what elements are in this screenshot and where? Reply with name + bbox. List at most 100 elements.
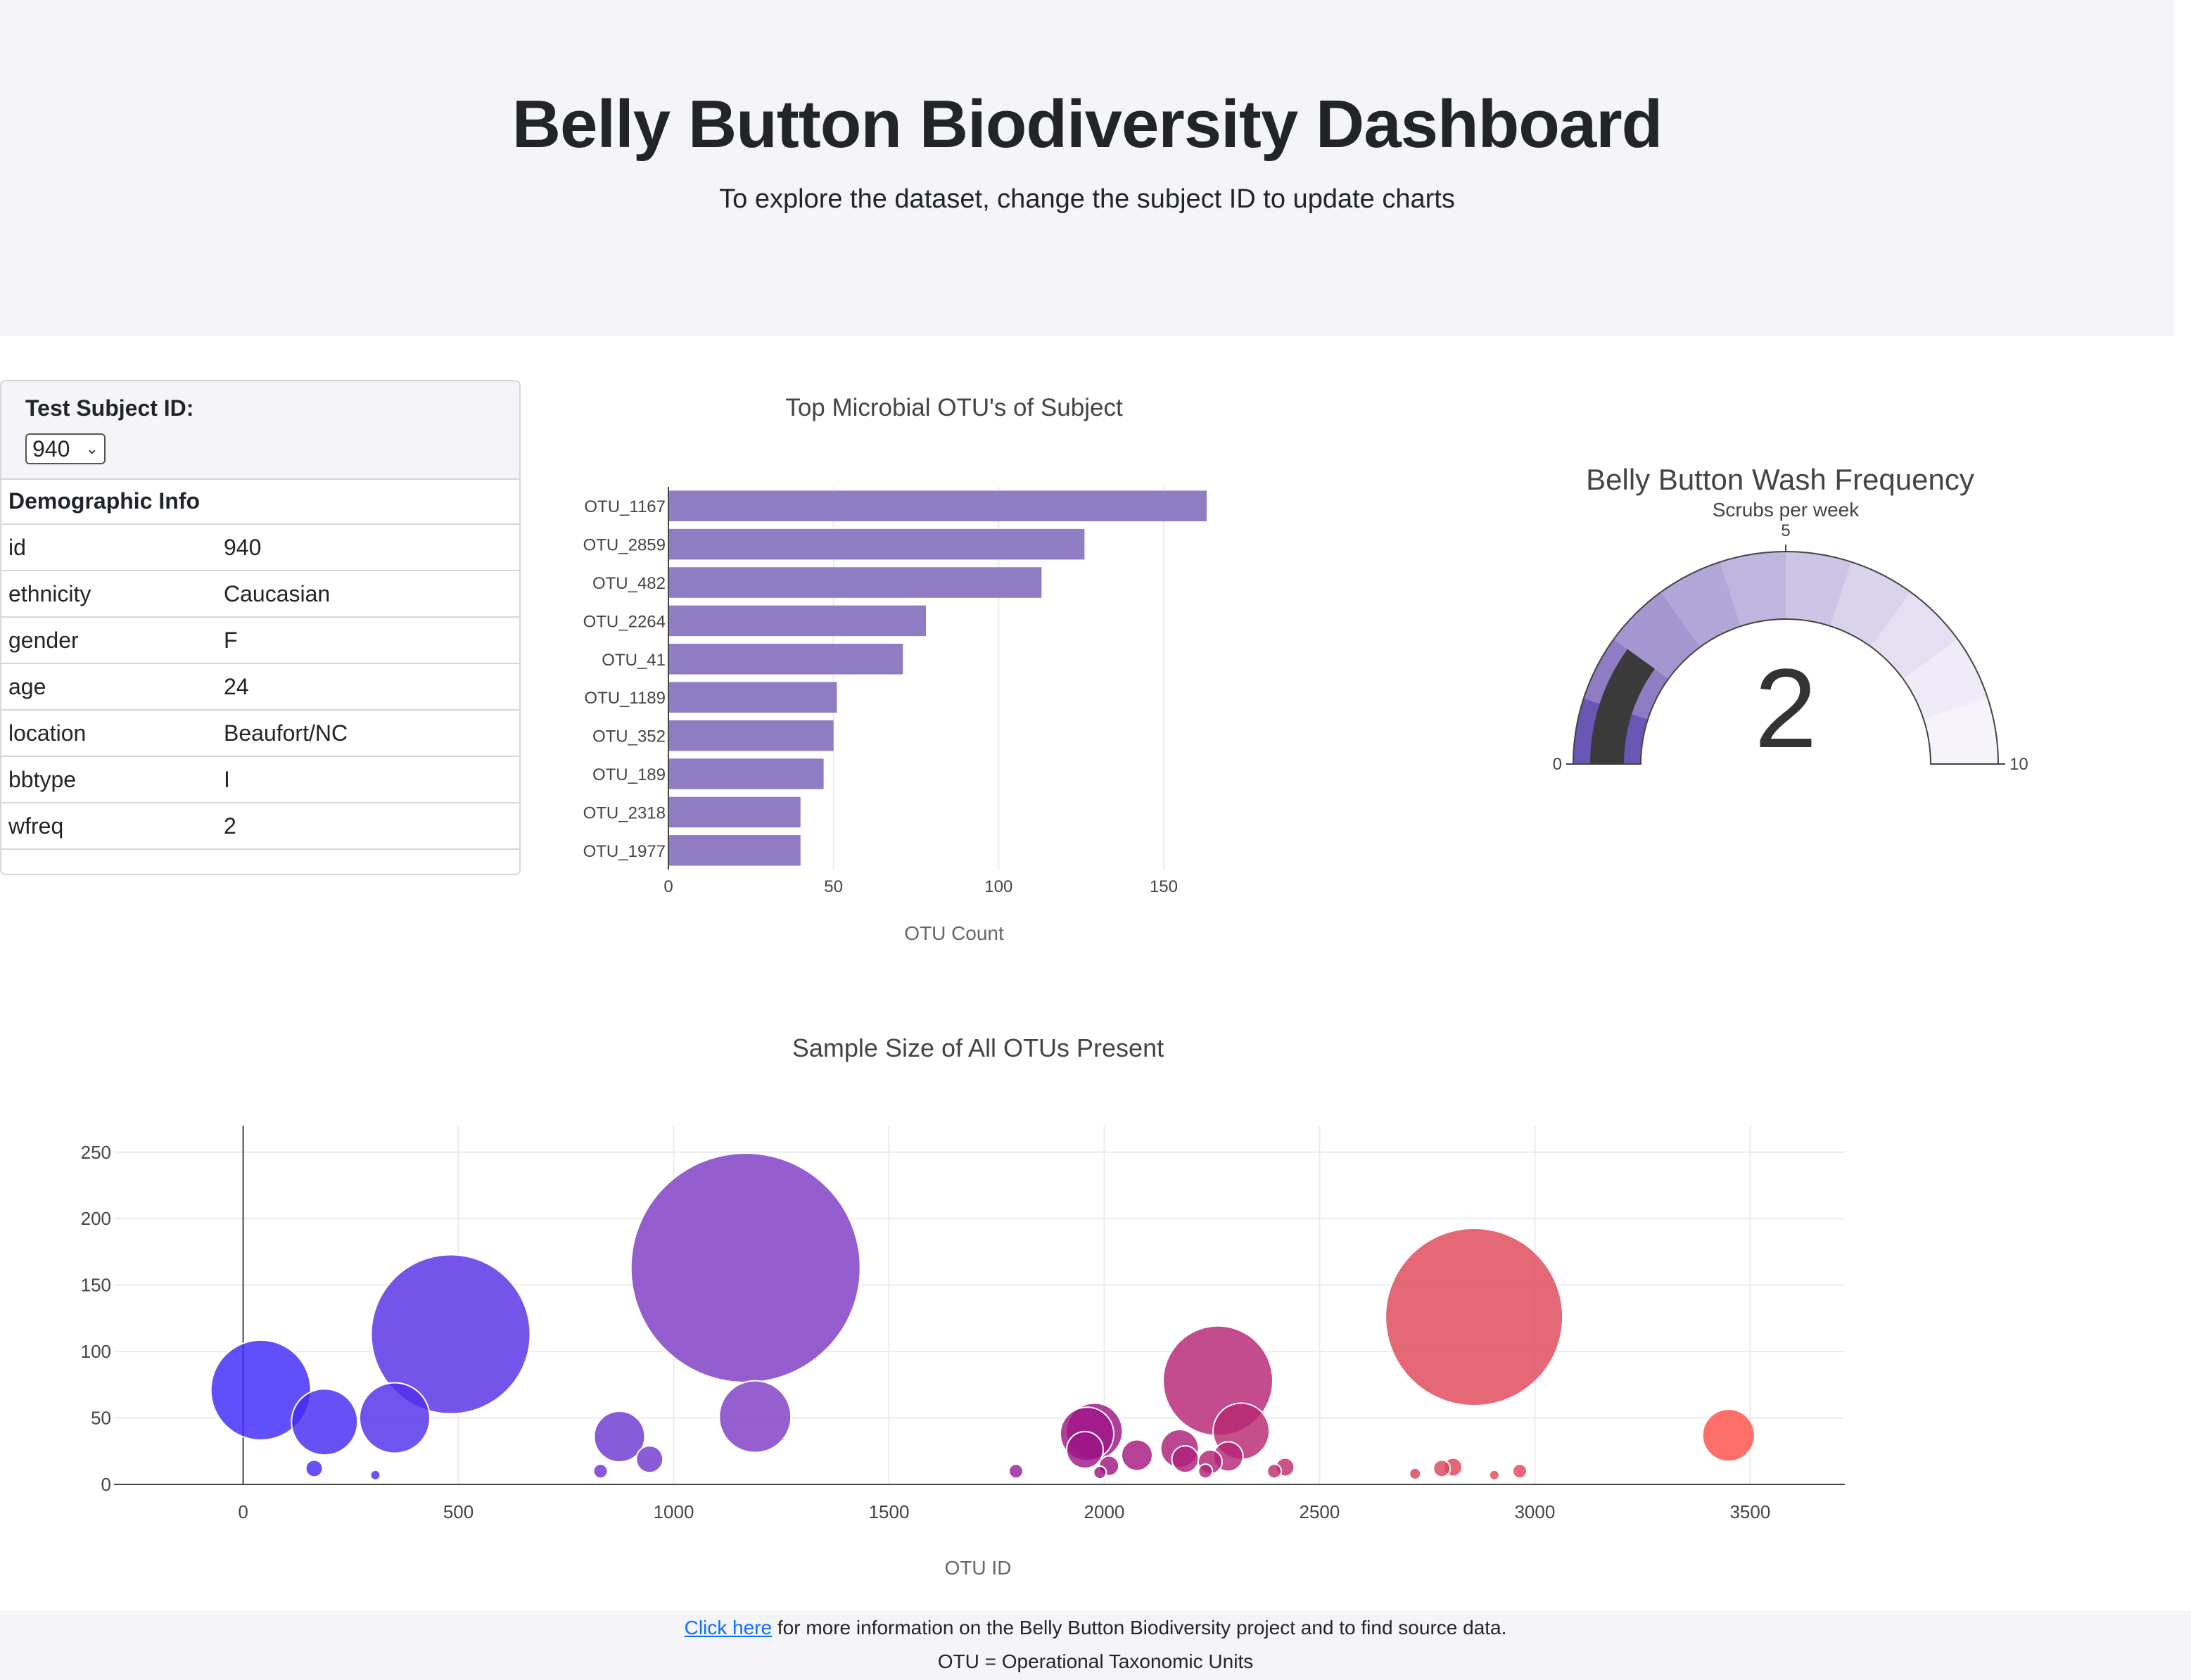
gauge-step-3 [1660,561,1741,647]
bubble-x-axis-label: OTU ID [945,1557,1012,1579]
bubble-otu-2395[interactable] [1266,1463,1283,1479]
bubble-otu-944[interactable] [635,1445,664,1474]
bar-chart-title: Top Microbial OTU's of Subject [785,394,1123,421]
bubble-otu-3450[interactable] [1701,1408,1755,1463]
demographic-row-bbtype: bbtype I [1,756,519,803]
bubble-otu-2076[interactable] [1120,1439,1153,1472]
bar-x-axis-label: OTU Count [904,922,1004,944]
bubble-y-tick-label: 100 [81,1341,111,1362]
demographic-key: gender [8,628,79,653]
subject-id-selected-value: 940 [32,436,70,462]
bubble-y-tick-label: 200 [81,1208,111,1229]
demographic-row-id: id 940 [1,523,519,571]
bar-category-label: OTU_1977 [583,842,666,861]
bar-x-tick-label: 50 [824,877,843,896]
bubble-y-tick-label: 0 [101,1474,111,1495]
bar-otu-1189[interactable] [668,682,837,713]
gauge-step-8 [1903,639,1988,720]
gauge-outline [1572,551,2000,765]
bar-otu-1167[interactable] [668,490,1207,521]
bar-x-tick-label: 0 [663,877,673,896]
bar-category-label: OTU_189 [592,765,666,784]
bar-otu-482[interactable] [668,567,1042,598]
wash-frequency-gauge: 0 5 10 2 Belly Button Wash Frequency Scrubs p… [1553,463,2028,774]
bubble-otu-1990[interactable] [1093,1465,1107,1479]
bar-otu-41[interactable] [668,644,903,675]
bar-otu-189[interactable] [668,758,824,789]
bubble-x-tick-label: 0 [238,1501,248,1522]
bubble-otu-2784[interactable] [1433,1459,1452,1478]
bubble-x-tick-label: 3500 [1729,1501,1770,1522]
bubble-otu-2859[interactable] [1385,1228,1564,1406]
demographic-value: Beaufort/NC [224,720,348,746]
demographic-key: wfreq [8,813,64,839]
bar-otu-2318[interactable] [668,796,801,828]
bar-otu-2859[interactable] [668,528,1085,560]
bar-category-label: OTU_41 [602,651,666,670]
bubble-otu-1189[interactable] [718,1380,792,1453]
page-subtitle: To explore the dataset, change the subje… [719,184,1455,214]
demographic-value: Caucasian [224,581,331,606]
chevron-down-icon: ⌄ [85,440,99,457]
bubble-otu-189[interactable] [291,1388,359,1456]
demographic-row-wfreq: wfreq 2 [1,802,519,850]
demographic-row-age: age 24 [1,663,519,711]
otu-bubble-chart: 0 500 1000 1500 2000 2500 3000 3500 0 50 100 150 200… [81,1033,1845,1579]
bubble-otu-1795[interactable] [1008,1463,1024,1479]
subject-select-label: Test Subject ID: [25,395,194,421]
demographic-value: 24 [224,674,249,699]
footer-info-text: for more information on the Belly Button… [772,1617,1507,1638]
bubble-otu-352[interactable] [358,1382,431,1454]
demographic-key: ethnicity [8,581,91,606]
bubble-y-tick-label: 50 [91,1408,111,1429]
page-footer: Click here for more information on the B… [0,1611,2191,1680]
gauge-step-5 [1786,552,1852,627]
demographic-key: location [8,720,87,746]
bubble-y-tick-label: 250 [81,1142,111,1163]
bubble-otu-2235[interactable] [1198,1463,1214,1479]
demographic-value: I [224,767,230,792]
bubble-otu-874[interactable] [593,1411,646,1463]
bubble-x-tick-label: 3000 [1514,1501,1555,1522]
bubble-otu-1955[interactable] [1065,1430,1104,1469]
bubble-otu-830[interactable] [592,1463,609,1479]
bubble-otu-1167[interactable] [630,1152,861,1384]
bubble-otu-41[interactable] [210,1339,312,1441]
gauge-step-4 [1720,552,1786,627]
top-otu-bar-chart: 0 50 100 150 OTU_1167 OTU_2859 OTU_482 OTU_2264… [583,394,1207,944]
bar-otu-1977[interactable] [668,835,801,866]
demographic-value: 2 [224,813,236,839]
subject-panel: Test Subject ID: 940 ⌄ Demographic Info … [0,380,521,875]
source-data-link[interactable]: Click here [684,1617,773,1638]
bubble-x-tick-label: 500 [443,1501,474,1522]
demographic-key: bbtype [8,767,77,792]
gauge-tick-label: 0 [1553,755,1562,774]
bar-category-label: OTU_1189 [584,689,666,708]
gauge-step-9 [1923,698,1998,764]
bubble-x-tick-label: 1000 [654,1501,694,1522]
bar-otu-352[interactable] [668,720,834,751]
gauge-tick-label: 5 [1781,521,1790,540]
bar-category-label: OTU_1167 [584,497,666,516]
gauge-title: Belly Button Wash Frequency [1586,463,1974,496]
bubble-x-tick-label: 2000 [1084,1501,1125,1522]
bubble-otu-482[interactable] [370,1254,531,1415]
bubble-otu-2722[interactable] [1409,1467,1422,1480]
bubble-y-tick-label: 150 [81,1275,111,1296]
bubble-x-tick-label: 1500 [869,1501,910,1522]
demographic-value: F [224,628,238,653]
bubble-otu-165[interactable] [305,1459,324,1478]
gauge-value-number: 2 [1755,645,1817,771]
bar-category-label: OTU_2318 [583,803,666,822]
bubble-otu-307[interactable] [369,1469,381,1481]
bubble-otu-2906[interactable] [1488,1469,1500,1481]
bar-otu-2264[interactable] [668,605,927,637]
bar-category-label: OTU_2859 [583,536,666,555]
demographic-row-gender: gender F [1,616,519,664]
subject-id-select[interactable]: 940 ⌄ [25,433,106,464]
gauge-value-bar [1590,649,1655,764]
bubble-otu-2965[interactable] [1511,1463,1528,1479]
bubble-otu-2188[interactable] [1171,1445,1200,1474]
gauge-subtitle: Scrubs per week [1713,499,1860,521]
bar-category-label: OTU_352 [592,727,666,746]
